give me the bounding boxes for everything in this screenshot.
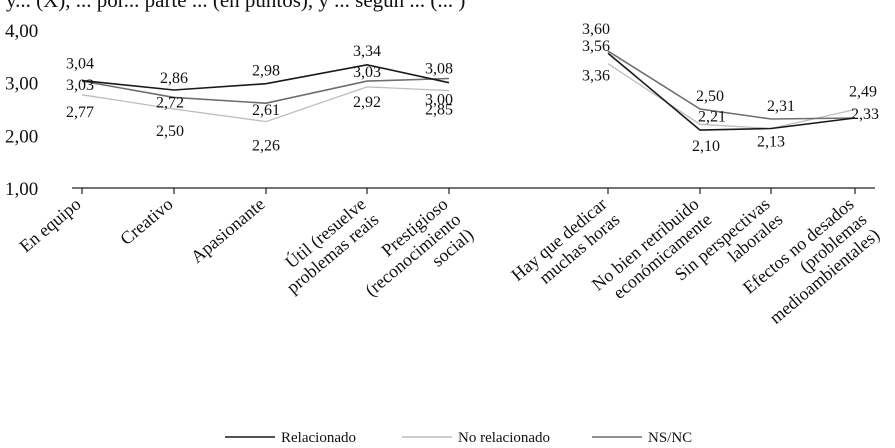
y-tick-label: 4,00 <box>5 21 38 42</box>
series-line-no-relacionado <box>81 86 450 123</box>
x-category-label-line: Apasionante <box>187 194 269 267</box>
y-tick-label: 2,00 <box>5 126 38 147</box>
data-label: 2,72 <box>156 94 184 111</box>
series-line-relacionado <box>81 63 450 91</box>
x-category-label: Apasionante <box>187 194 269 267</box>
data-label: 2,10 <box>692 138 720 155</box>
legend-label: No relacionado <box>458 430 550 446</box>
data-label: 3,08 <box>425 60 453 77</box>
data-label: 2,49 <box>849 84 877 101</box>
chart-title-fragment: y... (X), ... por... parte ... (en punto… <box>6 0 466 12</box>
data-label: 2,86 <box>160 70 188 87</box>
series-line-ns-nc <box>607 50 856 120</box>
data-label: 3,03 <box>66 77 94 94</box>
data-label: 2,31 <box>767 98 795 115</box>
data-label: 2,33 <box>851 106 879 123</box>
x-category-label-line: Creativo <box>116 194 176 249</box>
data-label: 2,98 <box>252 63 280 80</box>
series-line-ns-nc <box>81 77 450 105</box>
series-line-relacionado <box>607 52 856 131</box>
data-label: 2,85 <box>425 102 453 119</box>
x-category-label: En equipo <box>15 194 84 257</box>
data-label: 2,50 <box>156 123 184 140</box>
legend-label: Relacionado <box>281 430 356 446</box>
data-label: 2,26 <box>252 138 280 155</box>
data-label: 3,36 <box>582 68 610 85</box>
data-label: 2,13 <box>757 133 785 150</box>
data-label: 3,34 <box>353 43 381 60</box>
data-label: 2,50 <box>696 88 724 105</box>
x-category-label: Creativo <box>116 194 176 249</box>
data-label: 2,61 <box>252 102 280 119</box>
y-tick-label: 3,00 <box>5 74 38 95</box>
data-label: 2,21 <box>698 108 726 125</box>
data-label: 2,92 <box>353 94 381 111</box>
data-label: 3,04 <box>66 56 94 73</box>
data-label: 3,00 <box>425 92 453 109</box>
legend-label: NS/NC <box>648 430 692 446</box>
data-label: 3,60 <box>582 21 610 38</box>
data-label: 2,77 <box>66 104 94 121</box>
y-tick-label: 1,00 <box>5 179 38 200</box>
x-category-label-line: En equipo <box>15 194 84 257</box>
data-label: 3,56 <box>582 38 610 55</box>
data-label: 3,03 <box>353 64 381 81</box>
